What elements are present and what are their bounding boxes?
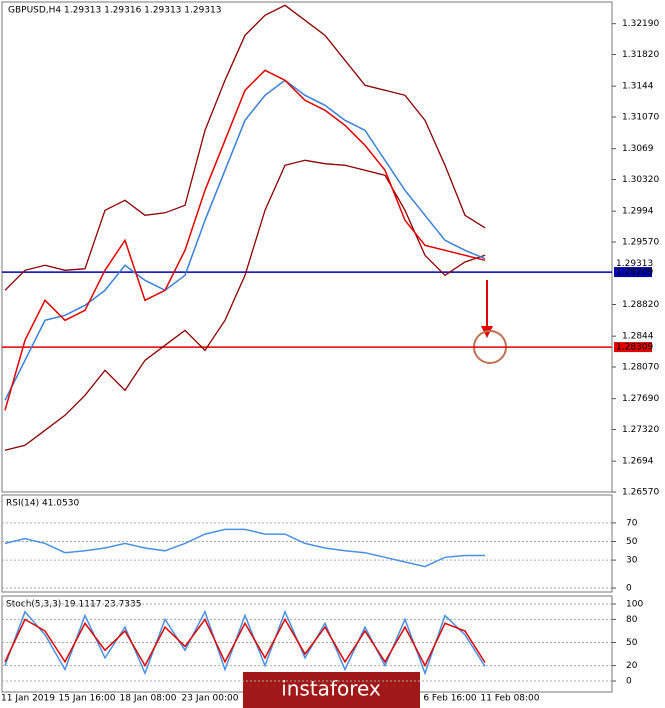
series-line (4, 69, 486, 411)
x-tick-label: 6 Feb 16:00 (423, 694, 477, 704)
x-tick-label: 18 Jan 08:00 (120, 694, 177, 704)
series-line (4, 4, 486, 291)
series-line (4, 609, 486, 676)
level-label: 1.28309 (616, 343, 653, 353)
x-tick-label: 11 Feb 08:00 (480, 694, 539, 704)
y-tick-label: 0 (626, 584, 632, 594)
rsi-title: RSI(14) 41.0530 (6, 499, 79, 509)
series-line (4, 617, 486, 668)
series-line (4, 528, 485, 568)
y-tick-label: 1.27320 (622, 425, 659, 435)
y-tick-label: 1.28820 (622, 300, 659, 310)
level-label-box (614, 342, 652, 353)
y-tick-label: 1.27690 (622, 394, 659, 404)
y-tick-label: 1.2994 (622, 207, 654, 217)
y-tick-label: 0 (626, 677, 632, 687)
y-tick-label: 80 (626, 615, 638, 625)
price-title: GBPUSD,H4 1.29313 1.29316 1.29313 1.2931… (8, 6, 221, 16)
level-label: 1.29313 (616, 259, 653, 269)
y-tick-label: 1.30320 (622, 175, 659, 185)
level-label: 1.29209 (616, 268, 653, 278)
y-tick-label: 50 (626, 537, 638, 547)
y-tick-label: 1.32190 (622, 19, 659, 29)
y-tick-label: 1.31070 (622, 113, 659, 123)
y-tick-label: 1.29570 (622, 238, 659, 248)
series-line (4, 79, 486, 401)
price-panel (1, 1, 613, 493)
watermark: instaforex (281, 677, 381, 701)
x-tick-label: 11 Jan 2019 (1, 694, 55, 704)
watermark-box (243, 672, 420, 708)
y-tick-label: 1.3069 (622, 144, 654, 154)
y-tick-label: 1.31820 (622, 50, 659, 60)
y-tick-label: 1.2694 (622, 457, 654, 467)
y-tick-label: 1.28070 (622, 363, 659, 373)
y-tick-label: 100 (626, 600, 643, 610)
x-tick-label: 23 Jan 00:00 (182, 694, 239, 704)
y-tick-label: 30 (626, 556, 638, 566)
x-tick-label: 15 Jan 16:00 (59, 694, 116, 704)
y-tick-label: 20 (626, 661, 638, 671)
y-tick-label: 1.3144 (622, 82, 654, 92)
level-label-box (614, 267, 652, 278)
y-tick-label: 50 (626, 638, 638, 648)
y-tick-label: 1.2844 (622, 332, 654, 342)
level-label-box (614, 258, 652, 269)
stoch-title: Stoch(5,3,3) 19.1117 23.7335 (6, 600, 141, 610)
series-line (4, 159, 486, 451)
y-tick-label: 70 (626, 518, 638, 528)
rsi-panel (1, 494, 613, 593)
y-tick-label: 1.26570 (622, 488, 659, 498)
